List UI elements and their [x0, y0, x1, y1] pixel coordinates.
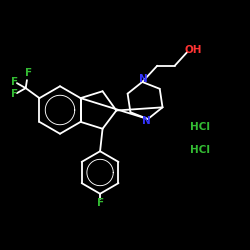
Text: F: F [96, 198, 104, 208]
Text: OH: OH [184, 45, 202, 55]
Text: F: F [24, 68, 32, 78]
Text: N: N [139, 74, 148, 85]
Text: HCl: HCl [190, 122, 210, 132]
Text: N: N [142, 116, 151, 126]
Text: F: F [11, 90, 18, 99]
Text: F: F [11, 77, 18, 87]
Text: HCl: HCl [190, 145, 210, 155]
